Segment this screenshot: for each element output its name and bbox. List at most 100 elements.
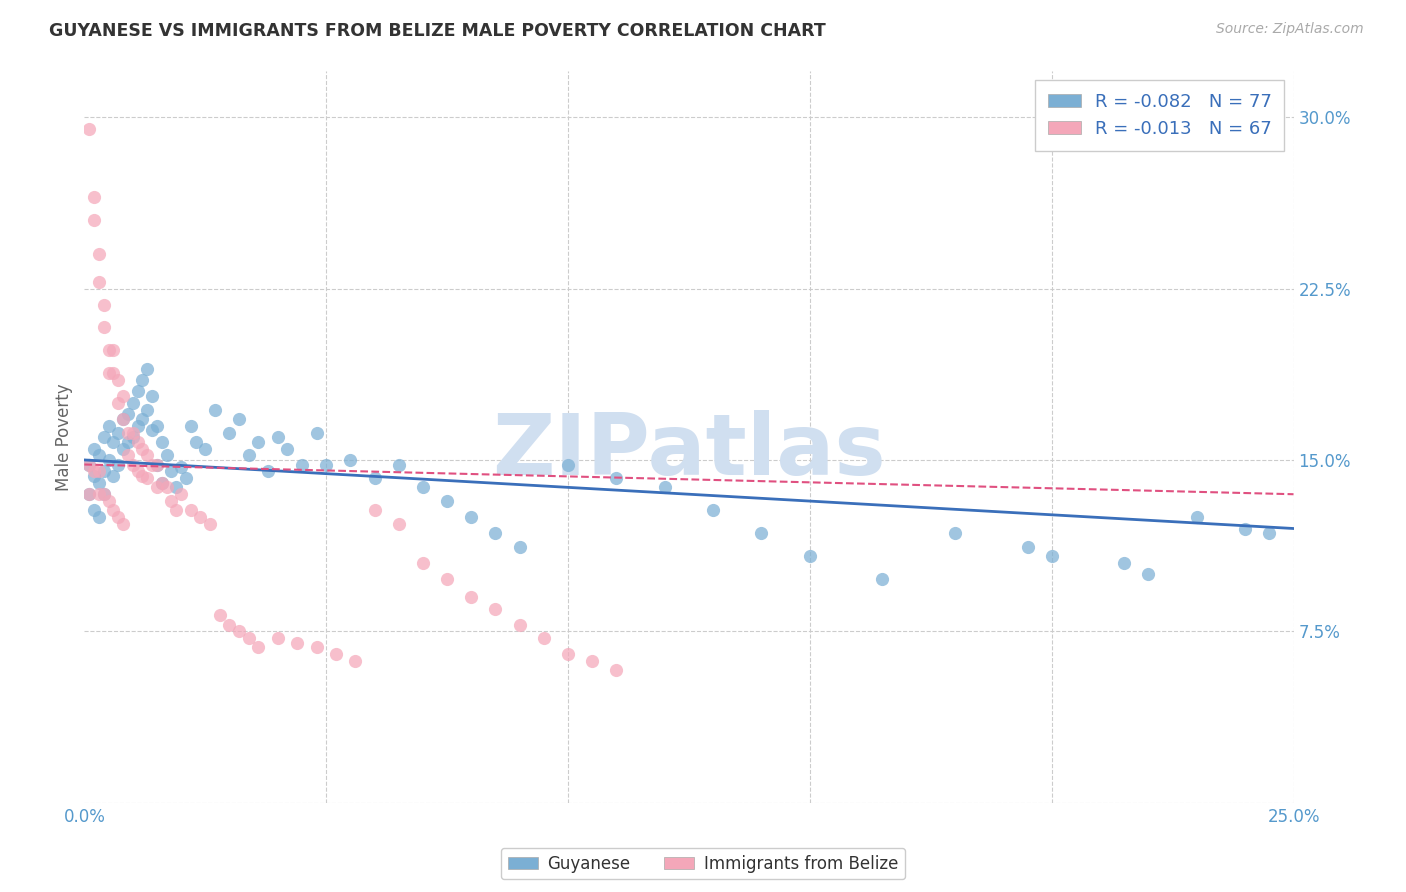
Point xyxy=(141,423,163,437)
Point xyxy=(93,487,115,501)
Point xyxy=(155,480,177,494)
Point xyxy=(150,434,173,449)
Point xyxy=(484,526,506,541)
Point xyxy=(77,458,100,472)
Point xyxy=(325,647,347,661)
Point xyxy=(93,487,115,501)
Point xyxy=(291,458,314,472)
Point xyxy=(83,469,105,483)
Point xyxy=(83,503,105,517)
Point xyxy=(103,503,125,517)
Point xyxy=(112,442,135,456)
Point xyxy=(872,572,894,586)
Point xyxy=(228,412,250,426)
Point xyxy=(83,213,105,227)
Point xyxy=(97,343,120,358)
Point xyxy=(150,475,173,490)
Point xyxy=(121,458,143,472)
Point xyxy=(141,458,163,472)
Point xyxy=(107,396,129,410)
Point xyxy=(103,343,125,358)
Point xyxy=(305,425,328,440)
Text: ZIPatlas: ZIPatlas xyxy=(492,410,886,493)
Point xyxy=(93,430,115,444)
Point xyxy=(751,526,773,541)
Point xyxy=(93,320,115,334)
Point xyxy=(339,453,361,467)
Point xyxy=(208,608,231,623)
Point xyxy=(131,412,153,426)
Point xyxy=(533,632,555,646)
Point xyxy=(93,297,115,311)
Point xyxy=(107,373,129,387)
Point xyxy=(87,464,110,478)
Point xyxy=(388,516,411,531)
Point xyxy=(146,458,169,472)
Point xyxy=(180,503,202,517)
Point xyxy=(1137,567,1160,582)
Point xyxy=(204,402,226,417)
Point xyxy=(97,453,120,467)
Point xyxy=(87,487,110,501)
Point xyxy=(238,632,260,646)
Point xyxy=(97,494,120,508)
Point xyxy=(127,434,149,449)
Point xyxy=(363,503,385,517)
Point xyxy=(146,418,169,433)
Point xyxy=(363,471,385,485)
Point xyxy=(412,480,434,494)
Point xyxy=(257,464,280,478)
Point xyxy=(174,471,197,485)
Point xyxy=(117,434,139,449)
Point xyxy=(160,464,183,478)
Point xyxy=(190,510,212,524)
Point xyxy=(77,121,100,136)
Point xyxy=(605,471,627,485)
Point xyxy=(160,494,183,508)
Legend: R = -0.082   N = 77, R = -0.013   N = 67: R = -0.082 N = 77, R = -0.013 N = 67 xyxy=(1035,80,1285,151)
Point xyxy=(103,366,125,380)
Point xyxy=(1114,556,1136,570)
Point xyxy=(121,425,143,440)
Point xyxy=(238,449,260,463)
Point xyxy=(131,442,153,456)
Point xyxy=(112,412,135,426)
Point xyxy=(87,275,110,289)
Point xyxy=(117,425,139,440)
Point xyxy=(799,549,821,563)
Point xyxy=(344,654,367,668)
Point xyxy=(1234,521,1257,535)
Point xyxy=(121,396,143,410)
Point xyxy=(218,425,240,440)
Point xyxy=(77,487,100,501)
Point xyxy=(605,663,627,677)
Point xyxy=(509,540,531,554)
Point xyxy=(93,464,115,478)
Point xyxy=(103,434,125,449)
Point xyxy=(165,503,187,517)
Text: GUYANESE VS IMMIGRANTS FROM BELIZE MALE POVERTY CORRELATION CHART: GUYANESE VS IMMIGRANTS FROM BELIZE MALE … xyxy=(49,22,825,40)
Point xyxy=(509,617,531,632)
Point xyxy=(77,458,100,472)
Point xyxy=(127,384,149,399)
Point xyxy=(107,510,129,524)
Point xyxy=(83,442,105,456)
Point xyxy=(112,389,135,403)
Point xyxy=(412,556,434,570)
Point xyxy=(285,636,308,650)
Point xyxy=(83,190,105,204)
Point xyxy=(247,640,270,655)
Point xyxy=(654,480,676,494)
Point xyxy=(557,458,579,472)
Point xyxy=(1017,540,1039,554)
Point xyxy=(581,654,603,668)
Point xyxy=(87,475,110,490)
Point xyxy=(276,442,298,456)
Point xyxy=(702,503,724,517)
Point xyxy=(943,526,966,541)
Point xyxy=(131,469,153,483)
Point xyxy=(117,449,139,463)
Point xyxy=(141,389,163,403)
Point xyxy=(436,494,458,508)
Point xyxy=(136,449,159,463)
